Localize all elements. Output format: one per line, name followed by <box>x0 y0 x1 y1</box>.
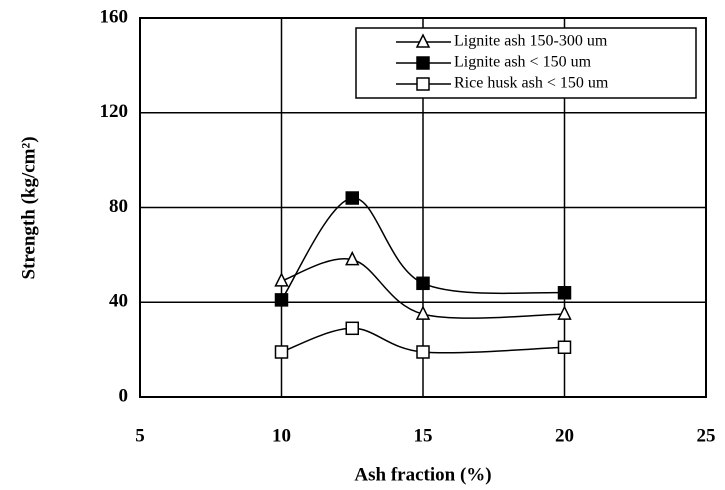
x-tick-label: 15 <box>414 425 433 446</box>
y-axis-title: Strength (kg/cm²) <box>18 136 39 279</box>
series-line <box>281 258 565 319</box>
y-tick-label: 80 <box>109 196 128 217</box>
series-line <box>281 327 565 354</box>
plot-frame <box>139 17 707 398</box>
marker <box>274 345 289 359</box>
marker <box>274 293 289 307</box>
x-tick-label: 20 <box>555 425 574 446</box>
y-tick-label: 160 <box>100 6 129 27</box>
marker <box>345 321 359 336</box>
marker <box>557 340 572 355</box>
x-tick-label: 25 <box>697 425 716 446</box>
x-tick-label: 10 <box>272 425 291 446</box>
legend-label: Lignite ash < 150 um <box>454 54 592 71</box>
marker <box>416 276 430 291</box>
marker <box>416 345 430 359</box>
y-tick-label: 0 <box>119 385 129 406</box>
legend-marker <box>416 56 430 70</box>
x-tick-label: 5 <box>135 425 145 446</box>
legend-marker <box>415 33 431 48</box>
marker <box>345 250 360 266</box>
y-tick-label: 40 <box>109 291 128 312</box>
series-line <box>280 197 565 301</box>
x-axis-title: Ash fraction (%) <box>354 464 491 485</box>
marker <box>557 286 572 300</box>
marker <box>415 305 431 320</box>
y-tick-label: 120 <box>100 101 129 122</box>
marker <box>557 305 572 320</box>
marker <box>274 272 289 287</box>
marker <box>345 191 359 205</box>
legend-marker <box>416 77 430 91</box>
legend-label: Lignite ash 150-300 um <box>454 33 608 50</box>
legend-label: Rice husk ash < 150 um <box>454 75 609 92</box>
